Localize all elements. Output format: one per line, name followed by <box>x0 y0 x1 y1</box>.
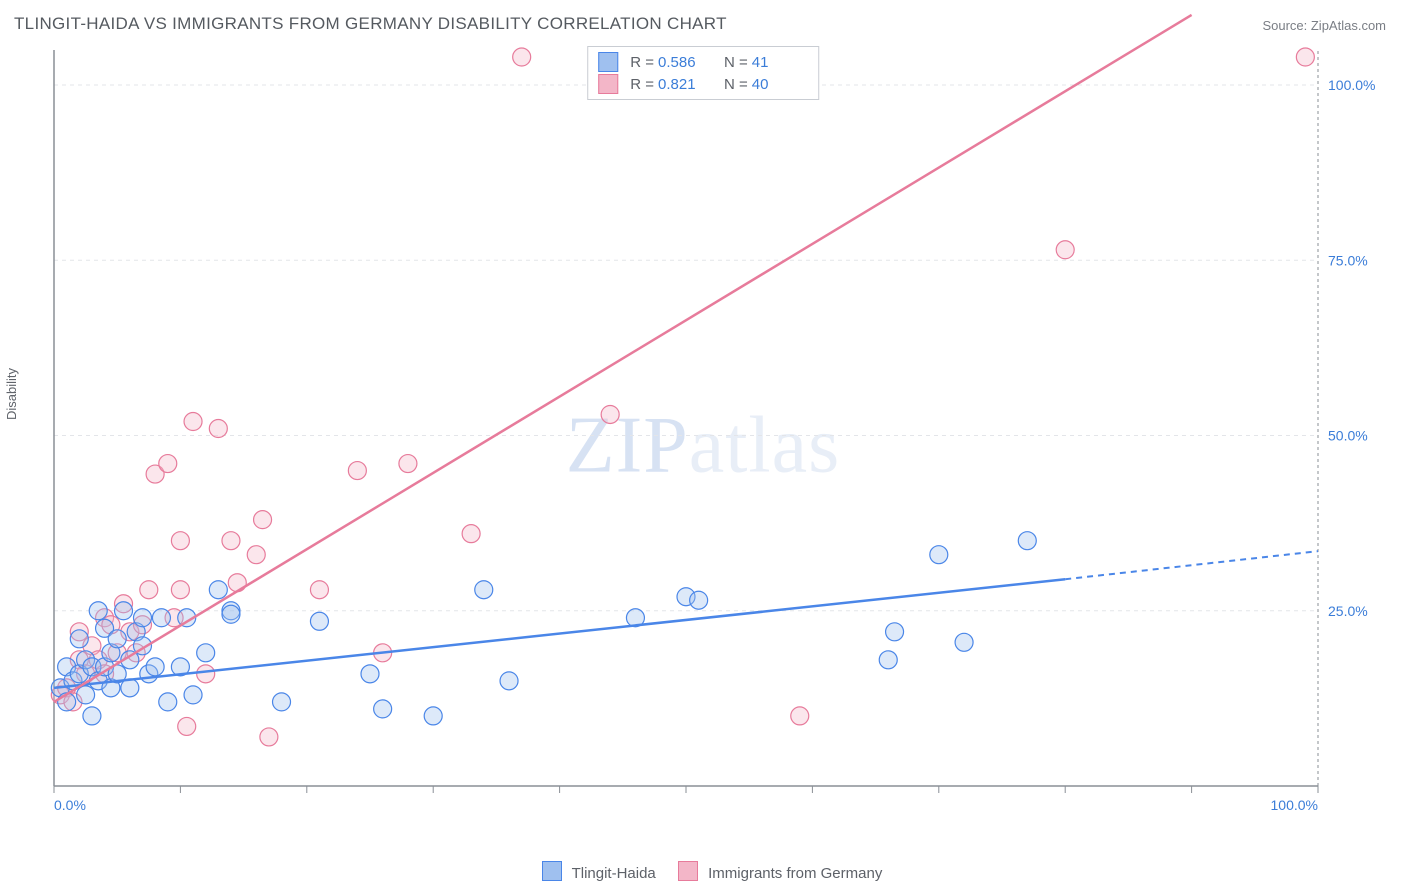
svg-text:100.0%: 100.0% <box>1328 77 1375 93</box>
swatch-series2 <box>598 74 618 94</box>
r-label: R = <box>630 76 654 93</box>
svg-text:0.0%: 0.0% <box>54 797 86 813</box>
n-label: N = <box>724 54 748 71</box>
r-value-series1: 0.586 <box>658 54 714 71</box>
stats-legend-box: R = 0.586 N = 41 R = 0.821 N = 40 <box>587 46 819 100</box>
swatch-series2-bottom <box>678 861 698 881</box>
y-axis-label: Disability <box>4 368 19 420</box>
n-label: N = <box>724 76 748 93</box>
plot-area: 25.0% 50.0% 75.0% 100.0% 0.0% 100.0% <box>48 44 1388 812</box>
n-value-series2: 40 <box>752 76 808 93</box>
svg-text:75.0%: 75.0% <box>1328 252 1368 268</box>
svg-text:100.0%: 100.0% <box>1271 797 1318 813</box>
chart-title: TLINGIT-HAIDA VS IMMIGRANTS FROM GERMANY… <box>14 14 727 34</box>
swatch-series1 <box>598 52 618 72</box>
source-attribution: Source: ZipAtlas.com <box>1262 18 1386 33</box>
swatch-series1-bottom <box>542 861 562 881</box>
stats-row-series1: R = 0.586 N = 41 <box>588 51 818 73</box>
n-value-series1: 41 <box>752 54 808 71</box>
stats-row-series2: R = 0.821 N = 40 <box>588 73 818 95</box>
legend-label-series2: Immigrants from Germany <box>708 865 882 882</box>
legend-label-series1: Tlingit-Haida <box>572 865 656 882</box>
r-value-series2: 0.821 <box>658 76 714 93</box>
svg-text:25.0%: 25.0% <box>1328 603 1368 619</box>
scatter-svg: 25.0% 50.0% 75.0% 100.0% 0.0% 100.0% <box>48 44 1388 812</box>
svg-text:50.0%: 50.0% <box>1328 428 1368 444</box>
bottom-legend: Tlingit-Haida Immigrants from Germany <box>0 861 1406 882</box>
r-label: R = <box>630 54 654 71</box>
